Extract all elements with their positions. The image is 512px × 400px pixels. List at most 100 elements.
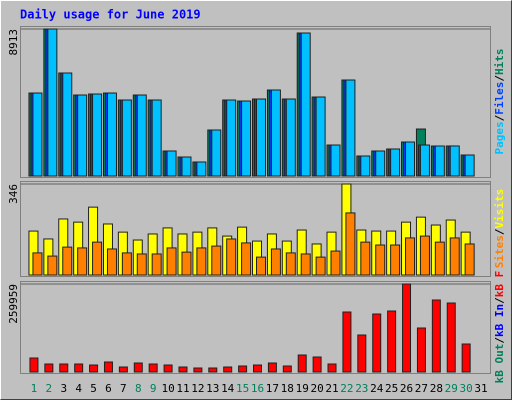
bar [405, 141, 416, 177]
bar [327, 363, 337, 373]
bar [464, 154, 475, 177]
bar [402, 283, 412, 373]
x-tick-label: 1 [31, 382, 38, 395]
bar [226, 99, 237, 177]
x-tick-label: 12 [191, 382, 204, 395]
x-tick-label: 28 [430, 382, 443, 395]
y-tick-label: 259959 [7, 284, 20, 324]
x-tick-label: 11 [176, 382, 189, 395]
bar [256, 98, 266, 177]
bar [106, 92, 117, 177]
bar [121, 252, 132, 276]
bar [32, 252, 43, 276]
bar [148, 363, 158, 373]
bar [285, 252, 296, 276]
bar [315, 256, 326, 276]
x-tick-label: 4 [75, 382, 82, 395]
bar [360, 241, 371, 276]
x-tick-label: 18 [281, 382, 294, 395]
x-tick-label: 22 [340, 382, 353, 395]
bar [405, 237, 416, 276]
x-tick-label: 5 [90, 382, 97, 395]
bar [238, 365, 248, 373]
bar [241, 100, 252, 177]
x-tick-label: 21 [325, 382, 338, 395]
bar [133, 362, 143, 373]
bar [92, 93, 103, 177]
bar [166, 247, 177, 276]
bar [449, 145, 460, 177]
bar [419, 144, 430, 177]
x-tick-label: 19 [296, 382, 309, 395]
bar [196, 247, 207, 276]
legend-entry: kB Out [493, 344, 506, 384]
bar [387, 310, 397, 373]
bar [312, 356, 322, 373]
legend-separator: / [493, 337, 506, 344]
bar [285, 98, 296, 177]
bar [29, 357, 39, 373]
bar [121, 99, 132, 177]
x-tick-label: 16 [251, 382, 264, 395]
x-tick-label: 31 [474, 382, 487, 395]
bar [193, 367, 203, 373]
legend-entry: Files [493, 82, 506, 115]
bar [345, 212, 356, 276]
bar [47, 28, 58, 177]
y-tick-label: 346 [7, 184, 20, 204]
bar [434, 145, 445, 177]
legend-entry: kB F [493, 271, 506, 298]
bar [449, 237, 460, 276]
bar [434, 241, 445, 276]
x-tick-label: 6 [105, 382, 112, 395]
bar [77, 94, 88, 177]
bar [178, 366, 188, 373]
legend-entry: Pages [493, 121, 506, 154]
x-tick-label: 14 [221, 382, 235, 395]
x-tick-label: 23 [355, 382, 368, 395]
bar [103, 361, 113, 373]
bar [136, 253, 147, 276]
bar [118, 366, 128, 373]
legend-entry: Visits [493, 189, 506, 229]
x-tick-label: 30 [460, 382, 473, 395]
bar [375, 150, 386, 177]
bar [300, 253, 311, 276]
bar [464, 243, 475, 276]
bar [166, 150, 177, 177]
bar [256, 256, 266, 276]
bar [89, 364, 99, 373]
x-tick-label: 13 [206, 382, 219, 395]
bar [208, 367, 218, 373]
bar [151, 99, 162, 177]
bar [461, 343, 471, 373]
x-tick-label: 17 [266, 382, 279, 395]
bar [226, 238, 237, 276]
bar [62, 72, 73, 177]
legend: Sites/Visits [493, 189, 506, 269]
bar [92, 241, 103, 276]
bar [223, 366, 233, 373]
x-tick-label: 15 [236, 382, 249, 395]
bar [32, 92, 43, 177]
bar [77, 247, 88, 276]
bar [330, 250, 341, 276]
x-tick-label: 27 [415, 382, 428, 395]
bar [211, 245, 222, 276]
bar [300, 32, 311, 177]
x-tick-label: 26 [400, 382, 413, 395]
bar [74, 363, 84, 373]
x-tick-label: 10 [161, 382, 174, 395]
bar [163, 364, 173, 373]
bar [241, 242, 252, 276]
y-tick-label: 8913 [7, 29, 20, 56]
legend-separator: / [493, 75, 506, 82]
chart-title: Daily usage for June 2019 [20, 8, 201, 22]
bar [211, 129, 222, 177]
bar [44, 363, 54, 373]
bar [253, 364, 262, 373]
x-tick-label: 20 [310, 382, 323, 395]
x-tick-label: 8 [135, 382, 142, 395]
bar [390, 244, 401, 276]
bar [270, 89, 281, 177]
